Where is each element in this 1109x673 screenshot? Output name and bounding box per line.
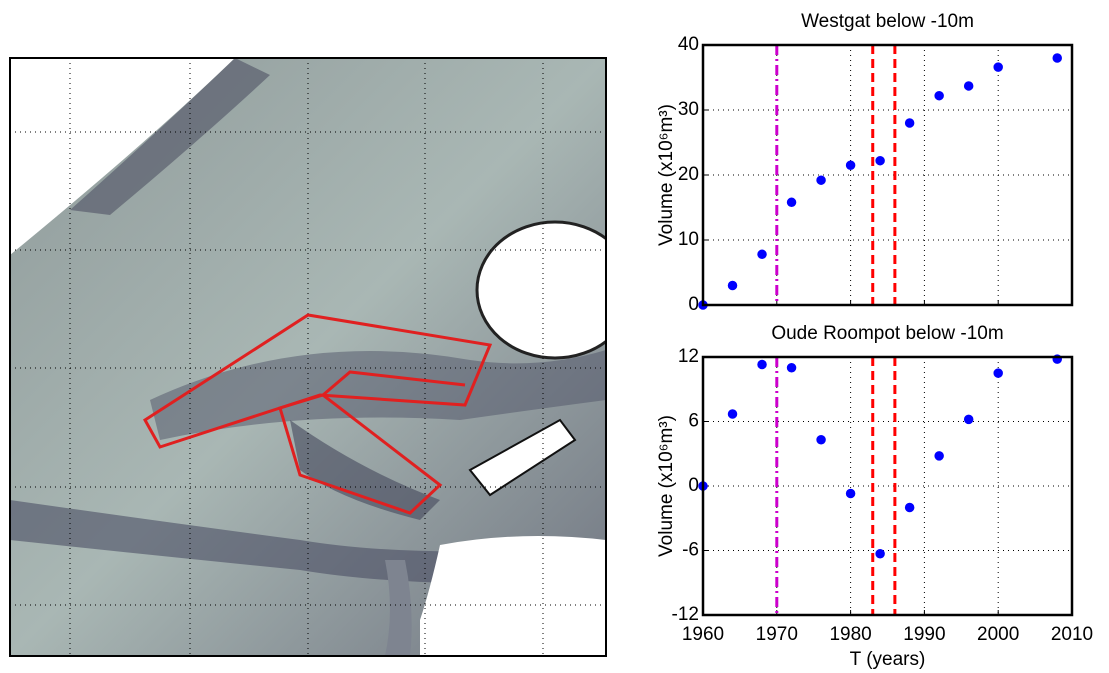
data-point bbox=[786, 197, 797, 208]
axes-frame bbox=[701, 43, 1074, 307]
y-tick-label: 30 bbox=[678, 99, 699, 120]
y-tick-label: 10 bbox=[678, 229, 699, 250]
map-shoal bbox=[70, 58, 270, 215]
map-channel bbox=[290, 420, 440, 520]
map-land bbox=[420, 536, 606, 656]
y-axis-label: Volume (x10⁶m³) bbox=[656, 415, 677, 557]
map-polygons bbox=[143, 313, 493, 515]
data-point bbox=[845, 488, 856, 499]
y-tick-label: 6 bbox=[688, 411, 699, 432]
data-point bbox=[727, 409, 738, 419]
data-point bbox=[757, 359, 767, 370]
x-tick-label: 2010 bbox=[1051, 624, 1093, 645]
data-point bbox=[757, 249, 767, 260]
data-point bbox=[845, 160, 856, 170]
data-point bbox=[875, 155, 885, 166]
data-point bbox=[993, 62, 1003, 72]
y-axis-label: Volume (x10⁶m³) bbox=[656, 104, 677, 246]
map bbox=[10, 58, 606, 656]
data-point bbox=[816, 435, 826, 445]
x-tick-label: 1970 bbox=[756, 624, 798, 645]
data-point bbox=[963, 81, 974, 91]
data-point bbox=[875, 548, 885, 559]
axes-frame bbox=[701, 355, 1074, 617]
map-island bbox=[468, 418, 577, 497]
data-point bbox=[993, 368, 1003, 378]
map-land bbox=[475, 220, 606, 360]
y-tick-label: 0 bbox=[688, 475, 699, 496]
data-point bbox=[934, 90, 944, 101]
data-point bbox=[727, 280, 738, 291]
y-tick-label: 20 bbox=[678, 164, 699, 185]
x-tick-label: 2000 bbox=[977, 624, 1019, 645]
x-tick-label: 1990 bbox=[903, 624, 945, 645]
map-land bbox=[10, 58, 235, 255]
chart-title: Westgat below -10m bbox=[801, 11, 974, 32]
y-tick-label: -12 bbox=[672, 604, 699, 625]
data-point bbox=[934, 451, 944, 461]
y-tick-label: 0 bbox=[688, 294, 699, 315]
data-point bbox=[816, 175, 826, 185]
y-tick-label: 12 bbox=[678, 346, 699, 367]
chart-title: Oude Roompot below -10m bbox=[771, 323, 1003, 344]
x-tick-label: 1980 bbox=[829, 624, 871, 645]
map-channel bbox=[150, 350, 606, 440]
x-axis-label: T (years) bbox=[850, 649, 926, 670]
y-tick-label: -6 bbox=[682, 540, 699, 561]
map-river bbox=[385, 560, 412, 656]
data-point bbox=[1052, 53, 1062, 63]
plot-area bbox=[703, 45, 1072, 305]
plot-area bbox=[703, 357, 1072, 615]
data-point bbox=[904, 118, 915, 128]
y-tick-label: 40 bbox=[678, 34, 699, 55]
data-point bbox=[786, 363, 797, 373]
data-point bbox=[963, 414, 974, 425]
x-tick-label: 1960 bbox=[682, 624, 724, 645]
map-frame bbox=[9, 57, 607, 657]
data-point bbox=[904, 502, 915, 513]
